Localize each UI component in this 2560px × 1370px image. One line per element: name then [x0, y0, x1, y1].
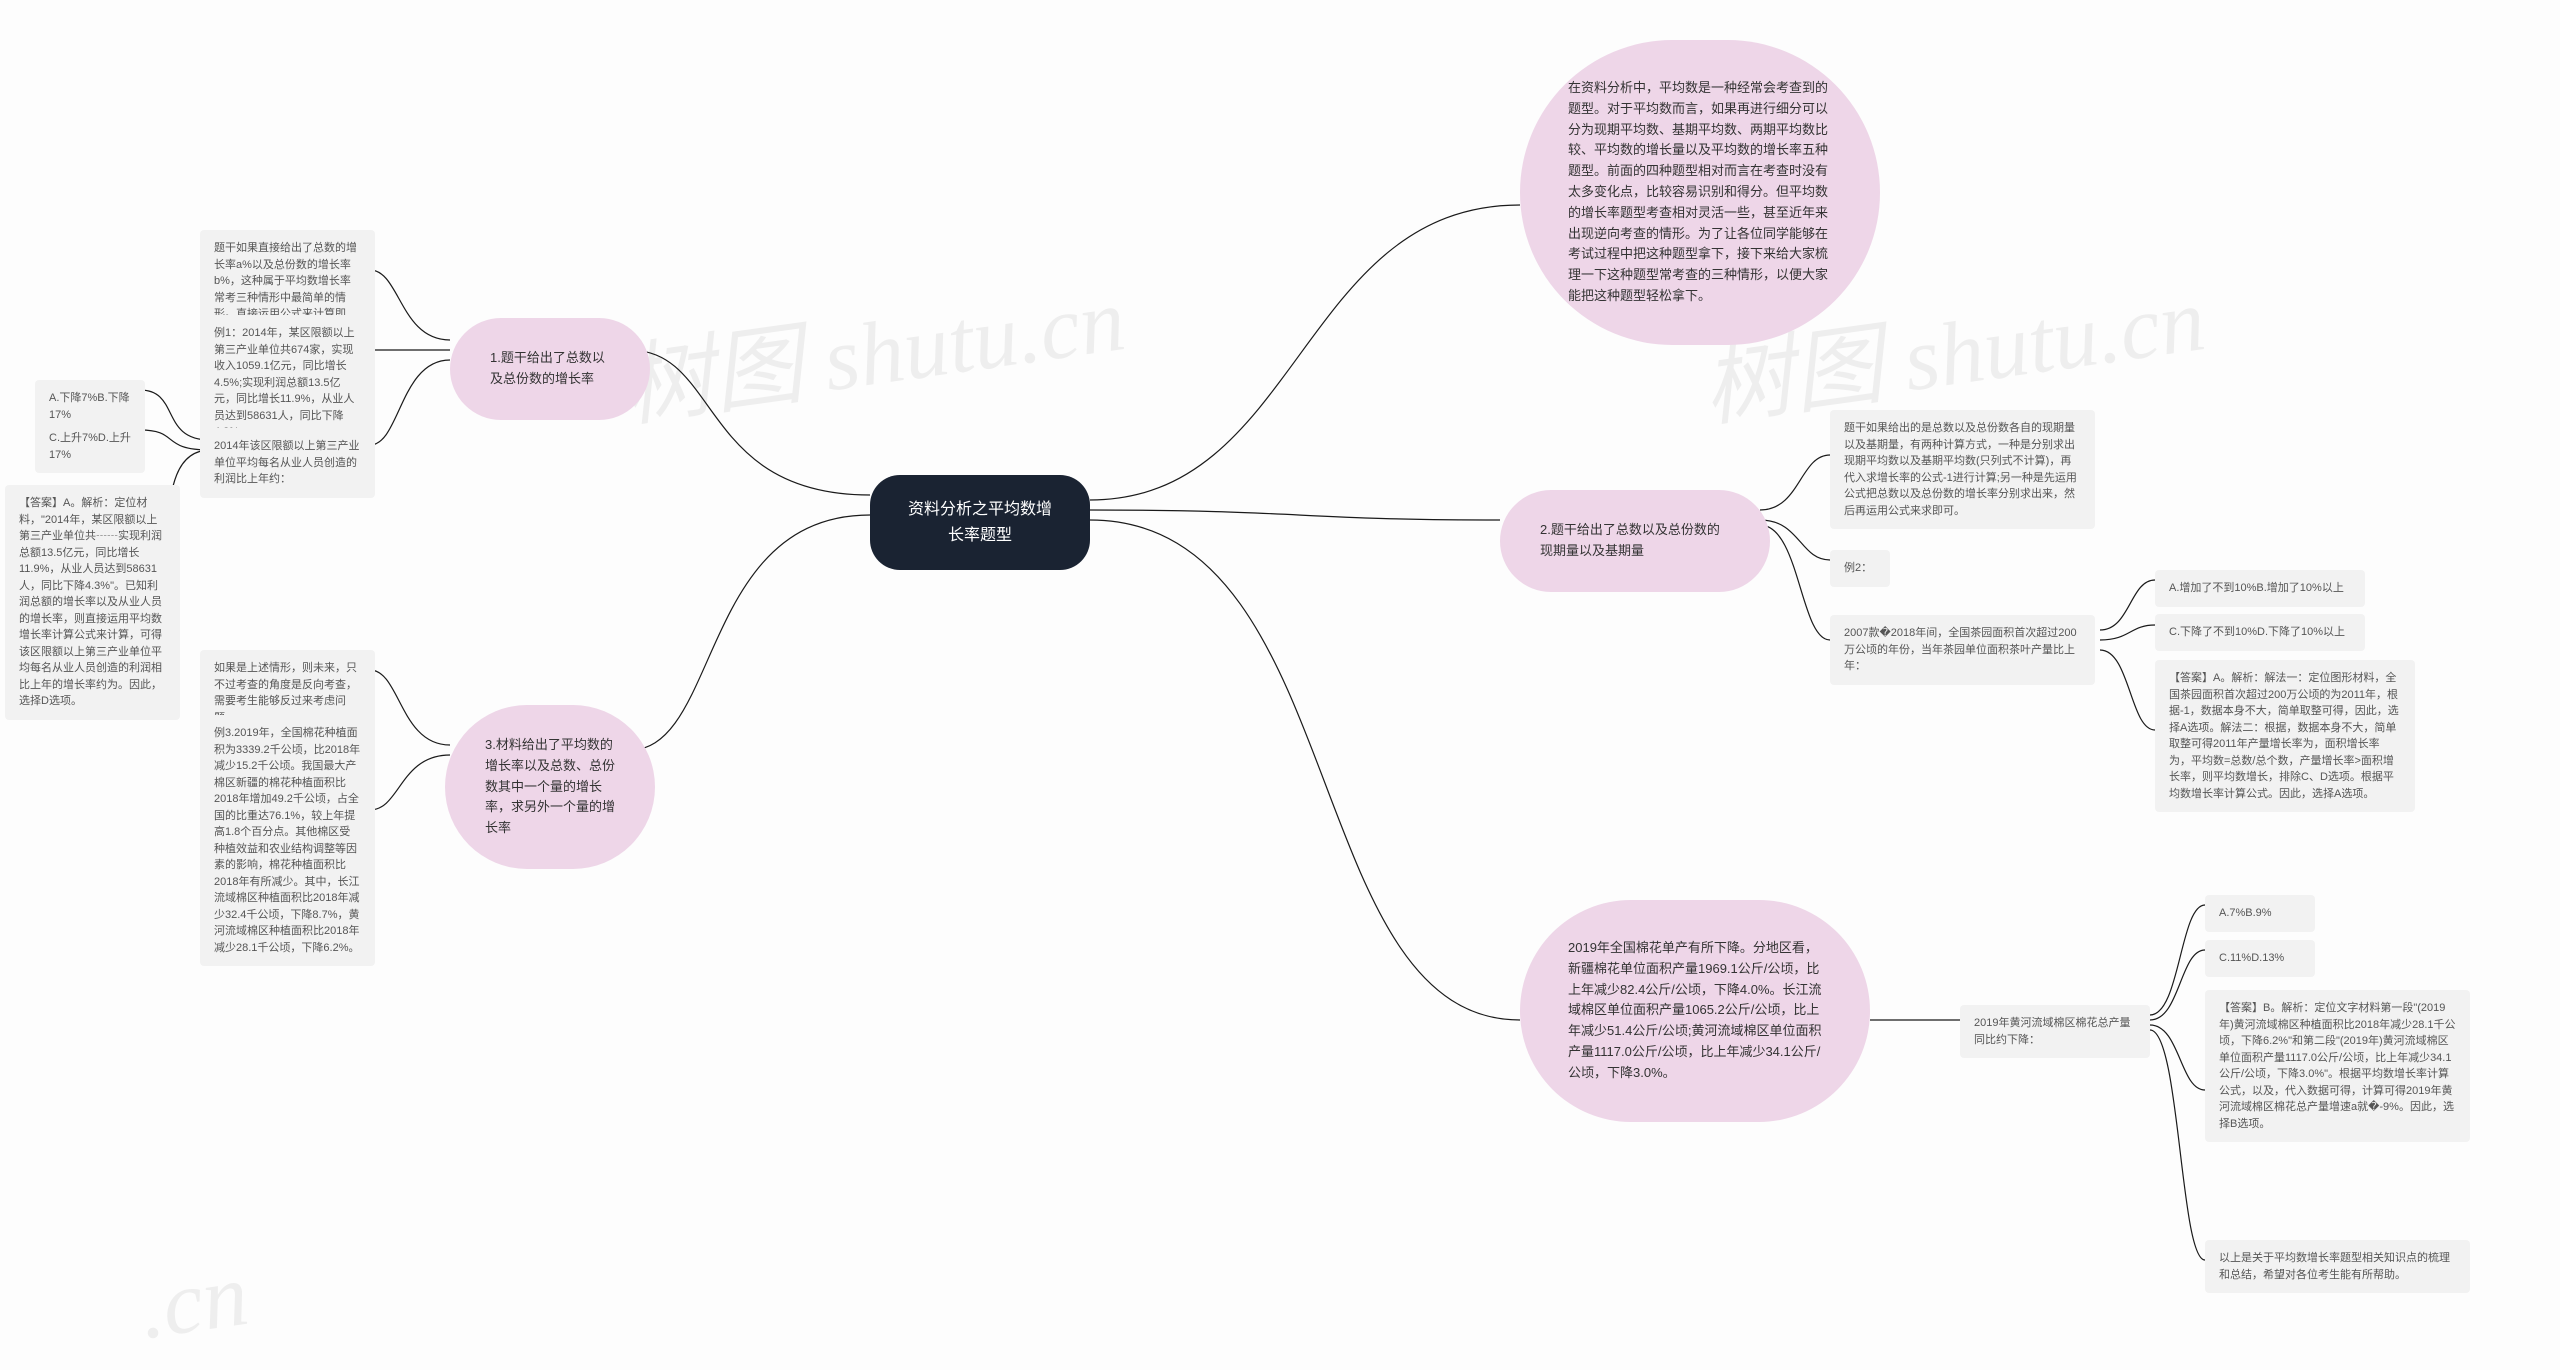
- branch4-optC: C.11%D.13%: [2205, 940, 2315, 977]
- branch2-note2: 例2：: [1830, 550, 1890, 587]
- branch3-note2: 例3.2019年，全国棉花种植面积为3339.2千公顷，比2018年减少15.2…: [200, 715, 375, 966]
- branch2-answer: 【答案】A。解析：解法一：定位图形材料，全国茶园面积首次超过200万公顷的为20…: [2155, 660, 2415, 812]
- branch2-note1: 题干如果给出的是总数以及总份数各自的现期量以及基期量，有两种计算方式，一种是分别…: [1830, 410, 2095, 529]
- branch4-footer: 以上是关于平均数增长率题型相关知识点的梳理和总结，希望对各位考生能有所帮助。: [2205, 1240, 2470, 1293]
- branch1-note3: 2014年该区限额以上第三产业单位平均每名从业人员创造的利润比上年约：: [200, 428, 375, 498]
- watermark: .cn: [133, 1243, 254, 1360]
- center-node: 资料分析之平均数增长率题型: [870, 475, 1090, 570]
- mindmap-canvas: 树图 shutu.cn 树图 shutu.cn .cn: [0, 0, 2560, 1370]
- branch1-optC: C.上升7%D.上升17%: [35, 420, 145, 473]
- branch4-subnote: 2019年黄河流域棉区棉花总产量同比约下降：: [1960, 1005, 2150, 1058]
- branch2-optA: A.增加了不到10%B.增加了10%以上: [2155, 570, 2365, 607]
- branch2-note3: 2007款�2018年间，全国茶园面积首次超过200万公顷的年份，当年茶园单位面…: [1830, 615, 2095, 685]
- intro-node: 在资料分析中，平均数是一种经常会考查到的题型。对于平均数而言，如果再进行细分可以…: [1520, 40, 1880, 345]
- branch2-node: 2.题干给出了总数以及总份数的现期量以及基期量: [1500, 490, 1770, 592]
- branch3-node: 3.材料给出了平均数的增长率以及总数、总份数其中一个量的增长率，求另外一个量的增…: [445, 705, 655, 869]
- watermark: 树图 shutu.cn: [613, 245, 1131, 444]
- branch4-node: 2019年全国棉花单产有所下降。分地区看，新疆棉花单位面积产量1969.1公斤/…: [1520, 900, 1870, 1122]
- branch1-answer: 【答案】A。解析：定位材料，"2014年，某区限额以上第三产业单位共┄┄实现利润…: [5, 485, 180, 720]
- branch4-optA: A.7%B.9%: [2205, 895, 2315, 932]
- branch4-answer: 【答案】B。解析：定位文字材料第一段"(2019年)黄河流域棉区种植面积比201…: [2205, 990, 2470, 1142]
- branch1-node: 1.题干给出了总数以及总份数的增长率: [450, 318, 650, 420]
- branch2-optC: C.下降了不到10%D.下降了10%以上: [2155, 614, 2365, 651]
